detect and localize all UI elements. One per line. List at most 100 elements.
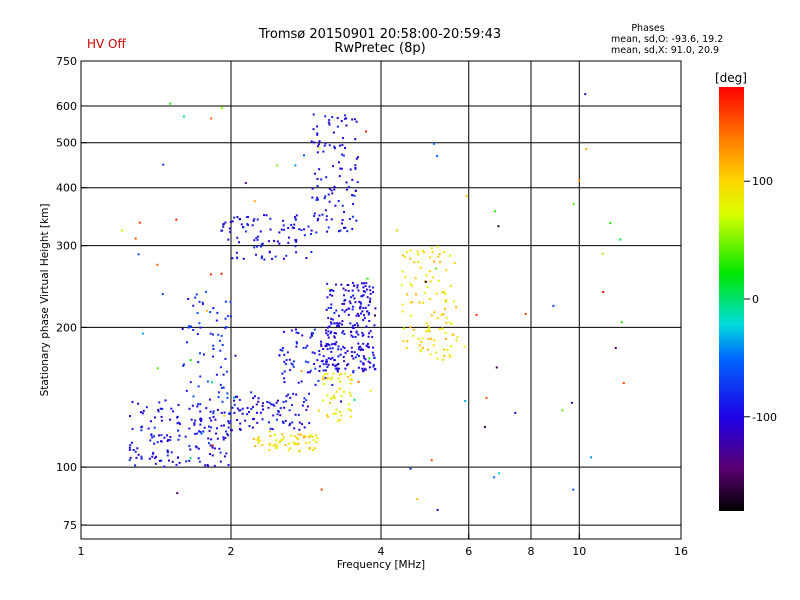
data-point bbox=[310, 333, 313, 336]
data-point bbox=[192, 329, 195, 332]
data-point bbox=[295, 342, 298, 345]
data-point bbox=[439, 261, 442, 264]
data-point bbox=[302, 401, 305, 404]
data-point bbox=[153, 457, 156, 460]
data-point bbox=[223, 455, 226, 458]
data-point bbox=[431, 276, 434, 279]
data-point bbox=[283, 377, 286, 380]
data-point bbox=[288, 409, 291, 412]
data-point bbox=[306, 344, 309, 347]
data-point bbox=[189, 457, 192, 460]
data-point bbox=[337, 314, 340, 317]
data-point bbox=[352, 203, 355, 206]
data-point bbox=[356, 322, 359, 325]
data-point bbox=[290, 434, 293, 437]
data-point bbox=[241, 412, 244, 415]
data-point bbox=[337, 348, 340, 351]
data-point bbox=[154, 416, 157, 419]
data-point bbox=[428, 330, 431, 333]
data-point bbox=[372, 291, 375, 294]
data-point bbox=[346, 284, 349, 287]
data-point bbox=[287, 227, 290, 230]
data-point bbox=[314, 367, 317, 370]
data-point bbox=[418, 344, 421, 347]
data-point bbox=[214, 418, 217, 421]
data-point bbox=[250, 391, 253, 394]
data-point bbox=[290, 362, 293, 365]
data-point bbox=[350, 296, 353, 299]
data-point bbox=[151, 455, 154, 458]
data-point bbox=[220, 386, 223, 389]
data-point bbox=[149, 420, 152, 423]
data-point bbox=[346, 375, 349, 378]
data-point bbox=[197, 361, 200, 364]
data-point bbox=[366, 277, 369, 280]
data-point bbox=[229, 315, 232, 318]
data-point bbox=[129, 444, 132, 447]
data-point bbox=[442, 348, 445, 351]
data-point bbox=[357, 333, 360, 336]
data-point bbox=[208, 417, 211, 420]
data-point bbox=[145, 406, 148, 409]
data-point bbox=[421, 249, 424, 252]
data-point bbox=[220, 411, 223, 414]
x-tick-label: 4 bbox=[378, 545, 385, 558]
data-point bbox=[289, 447, 292, 450]
data-point bbox=[275, 418, 278, 421]
data-point bbox=[349, 382, 352, 385]
data-point bbox=[257, 439, 260, 442]
data-point bbox=[199, 326, 202, 329]
data-point bbox=[196, 432, 199, 435]
data-point bbox=[228, 422, 231, 425]
data-point bbox=[141, 412, 144, 415]
data-point bbox=[302, 346, 305, 349]
data-point bbox=[435, 267, 438, 270]
data-point bbox=[221, 229, 224, 232]
data-point bbox=[269, 444, 272, 447]
data-point bbox=[185, 389, 188, 392]
data-point bbox=[256, 437, 259, 440]
data-point bbox=[271, 257, 274, 260]
data-point bbox=[329, 358, 332, 361]
data-point bbox=[236, 216, 239, 219]
data-point bbox=[364, 306, 367, 309]
data-point bbox=[198, 300, 201, 303]
data-point bbox=[339, 418, 342, 421]
data-point bbox=[436, 155, 439, 158]
data-point bbox=[263, 214, 266, 217]
data-point bbox=[361, 295, 364, 298]
data-point bbox=[221, 400, 224, 403]
data-point bbox=[441, 327, 444, 330]
data-point bbox=[238, 409, 241, 412]
data-point bbox=[368, 285, 371, 288]
data-point bbox=[308, 436, 311, 439]
data-point bbox=[330, 322, 333, 325]
data-point bbox=[239, 409, 242, 412]
data-point bbox=[161, 293, 164, 296]
data-point bbox=[301, 423, 304, 426]
data-point bbox=[351, 335, 354, 338]
data-point bbox=[354, 166, 357, 169]
data-point bbox=[326, 230, 329, 233]
data-point bbox=[158, 459, 161, 462]
data-point bbox=[340, 348, 343, 351]
data-point bbox=[347, 289, 350, 292]
data-point bbox=[176, 492, 179, 495]
data-point bbox=[220, 424, 223, 427]
data-point bbox=[256, 245, 259, 248]
data-point bbox=[225, 370, 228, 373]
data-point bbox=[316, 177, 319, 180]
data-point bbox=[254, 445, 257, 448]
data-point bbox=[311, 435, 314, 438]
data-point bbox=[131, 401, 134, 404]
data-point bbox=[246, 223, 249, 226]
data-point bbox=[313, 447, 316, 450]
data-point bbox=[242, 226, 245, 229]
data-point bbox=[217, 396, 220, 399]
data-point bbox=[409, 301, 412, 304]
data-point bbox=[356, 312, 359, 315]
data-point bbox=[275, 401, 278, 404]
data-point bbox=[282, 435, 285, 438]
data-point bbox=[135, 456, 138, 459]
